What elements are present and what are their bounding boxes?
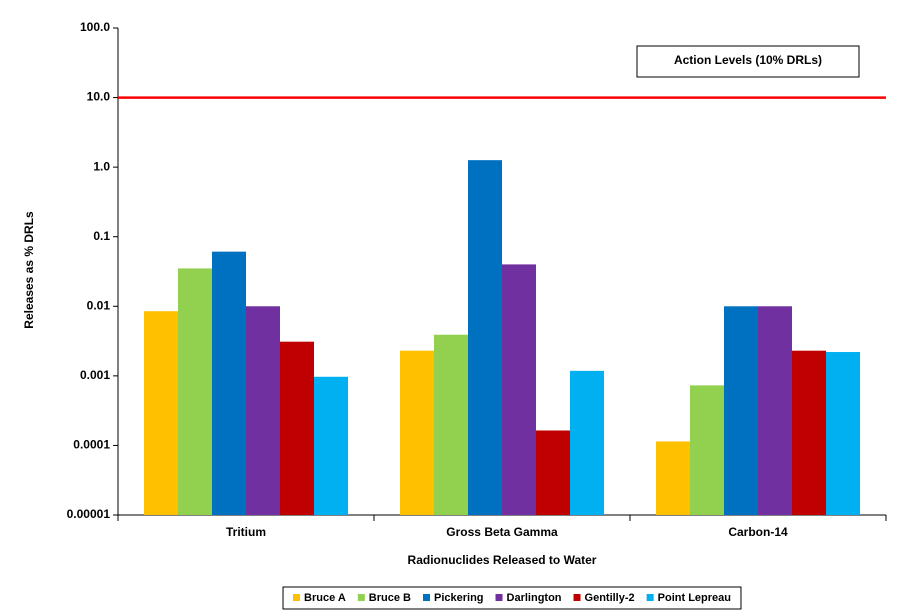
legend-swatch [573, 594, 581, 601]
x-tick-label: Tritium [226, 525, 266, 539]
bar [400, 350, 434, 515]
x-tick-label: Gross Beta Gamma [446, 525, 558, 539]
annotation: Action Levels (10% DRLs) [674, 53, 822, 67]
x-tick-label: Carbon-14 [728, 525, 788, 539]
bar [314, 376, 348, 515]
y-tick-label: 1.0 [93, 159, 110, 173]
legend-label: Point Lepreau [658, 592, 731, 604]
bar [434, 334, 468, 515]
y-tick-label: 10.0 [87, 90, 111, 104]
legend-swatch [646, 594, 654, 601]
bar [536, 430, 570, 515]
annotation-box [636, 45, 860, 78]
y-tick-label: 0.00001 [67, 507, 111, 521]
bar [826, 352, 860, 515]
y-tick-label: 0.1 [93, 229, 110, 243]
legend-swatch [293, 594, 301, 601]
legend-swatch [357, 594, 365, 601]
bar [502, 264, 536, 515]
legend-swatch [422, 594, 430, 601]
legend [282, 586, 742, 610]
bar [212, 251, 246, 515]
bar [246, 306, 280, 515]
bar [724, 306, 758, 515]
bar [144, 311, 178, 515]
legend-label: Gentilly-2 [585, 592, 635, 604]
legend-label: Bruce A [304, 592, 346, 604]
x-axis-title: Radionuclides Released to Water [408, 553, 597, 567]
bar [280, 341, 314, 515]
y-axis-title: Releases as % DRLs [22, 211, 36, 329]
bar [690, 385, 724, 515]
y-tick-label: 0.0001 [73, 438, 110, 452]
bar [570, 370, 604, 515]
y-tick-label: 100.0 [80, 20, 110, 34]
bar [178, 268, 212, 515]
y-tick-label: 0.001 [80, 368, 110, 382]
bar [758, 306, 792, 515]
bar [792, 350, 826, 515]
y-tick-label: 0.01 [87, 298, 111, 312]
legend-label: Bruce B [369, 592, 411, 604]
legend-label: Pickering [434, 592, 484, 604]
legend-swatch [495, 594, 503, 601]
bar [468, 160, 502, 516]
bar [656, 441, 690, 515]
legend-label: Darlington [507, 592, 562, 604]
